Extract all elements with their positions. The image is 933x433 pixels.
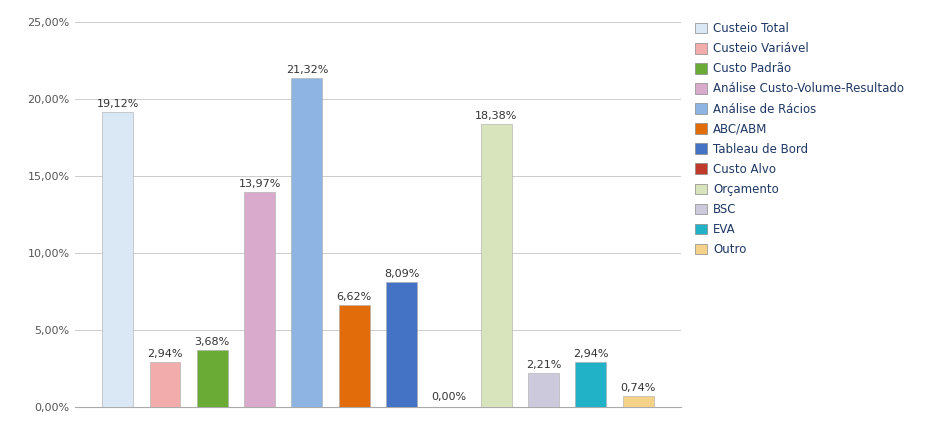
Text: 0,00%: 0,00% [431,392,466,402]
Text: 8,09%: 8,09% [383,269,419,279]
Text: 13,97%: 13,97% [238,178,281,189]
Bar [291,78,322,407]
Text: 21,32%: 21,32% [285,65,328,75]
Bar [103,112,133,407]
Bar [339,305,369,407]
Text: 18,38%: 18,38% [475,110,518,121]
Text: 0,74%: 0,74% [620,382,656,393]
Text: 19,12%: 19,12% [96,99,139,109]
Bar [480,124,511,407]
Text: 6,62%: 6,62% [337,292,372,302]
Bar [622,396,653,407]
Bar [244,192,275,407]
Text: 2,94%: 2,94% [573,349,608,359]
Bar [386,282,417,407]
Bar [149,362,180,407]
Bar [197,350,228,407]
Legend: Custeio Total, Custeio Variável, Custo Padrão, Análise Custo-Volume-Resultado, A: Custeio Total, Custeio Variável, Custo P… [693,20,907,259]
Bar [576,362,606,407]
Bar [528,373,559,407]
Text: 2,94%: 2,94% [147,349,183,359]
Text: 2,21%: 2,21% [526,360,561,370]
Text: 3,68%: 3,68% [195,337,230,347]
